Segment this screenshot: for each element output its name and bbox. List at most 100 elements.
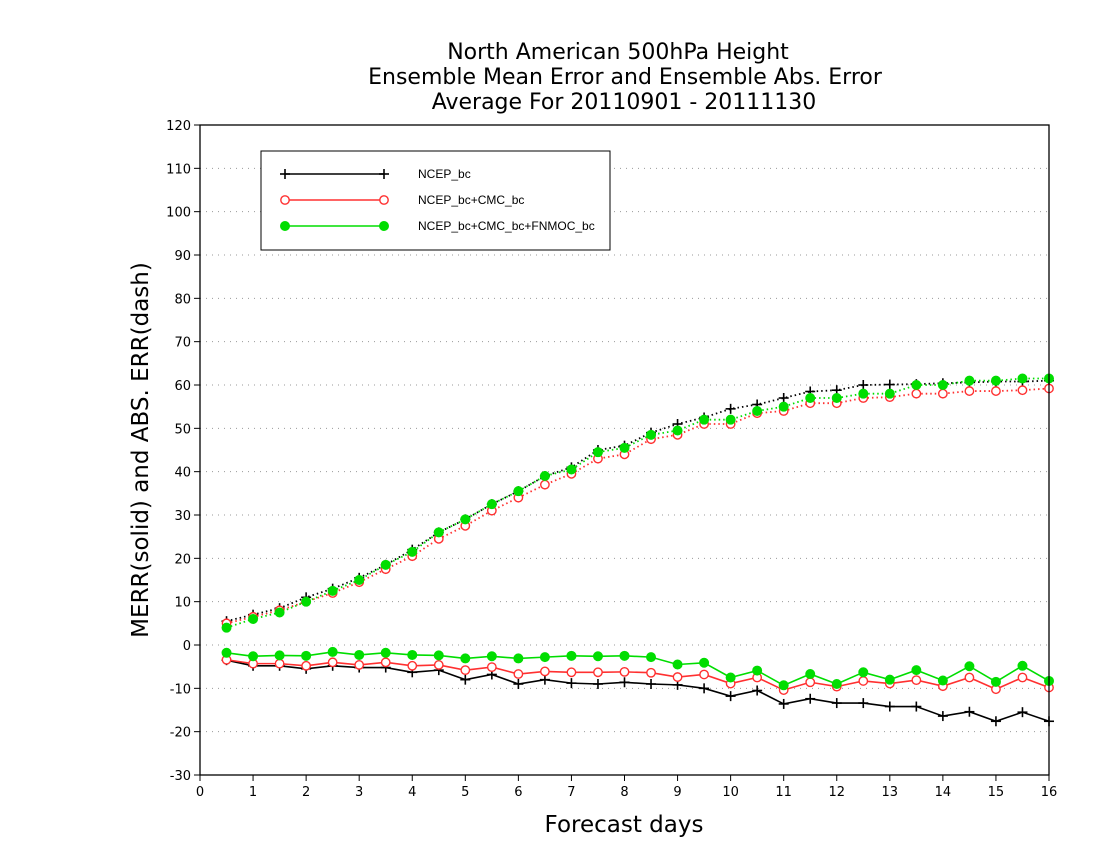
y-axis-title: MERR(solid) and ABS. ERR(dash): [128, 262, 154, 638]
series-line-ncep-bc-merr: [226, 659, 1050, 723]
data-point-ncep-bc-cmc-bc-fnmoc-bc-merr: [805, 669, 816, 680]
data-point-ncep-bc-cmc-bc-fnmoc-bc-merr: [858, 667, 869, 678]
y-tick-label: -10: [170, 682, 191, 697]
data-point-ncep-bc-cmc-bc-merr: [274, 658, 285, 669]
data-point-ncep-bc-merr: [1017, 707, 1028, 718]
data-point-ncep-bc-cmc-bc-fnmoc-bc-abs-err: [380, 559, 391, 570]
data-point-ncep-bc-cmc-bc-fnmoc-bc-abs-err: [619, 442, 630, 453]
data-point-ncep-bc-merr: [592, 679, 603, 689]
series-line-ncep-bc-abs-err: [226, 379, 1050, 623]
data-point-ncep-bc-cmc-bc-fnmoc-bc-abs-err: [805, 393, 816, 403]
data-point-ncep-bc-cmc-bc-fnmoc-bc-abs-err: [354, 575, 365, 585]
legend-item-ncep-bc: NCEP_bc: [280, 167, 471, 181]
data-point-ncep-bc-cmc-bc-fnmoc-bc-abs-err: [460, 514, 471, 525]
data-point-ncep-bc-cmc-bc-fnmoc-bc-abs-err: [248, 614, 259, 624]
data-point-ncep-bc-merr: [937, 711, 948, 722]
data-point-ncep-bc-merr: [460, 674, 471, 685]
y-tick-label: 110: [166, 162, 191, 177]
data-point-ncep-bc-cmc-bc-fnmoc-bc-abs-err: [911, 380, 922, 390]
data-point-ncep-bc-cmc-bc-fnmoc-bc-merr: [221, 647, 232, 658]
x-tick-label: 5: [461, 785, 469, 800]
data-point-ncep-bc-cmc-bc-fnmoc-bc-abs-err: [433, 527, 444, 538]
data-point-ncep-bc-merr: [964, 706, 975, 717]
data-point-ncep-bc-cmc-bc-fnmoc-bc-merr: [619, 650, 630, 661]
x-tick-label: 10: [722, 785, 739, 800]
data-point-ncep-bc-merr: [752, 685, 763, 696]
x-tick-label: 0: [196, 785, 204, 800]
data-point-ncep-bc-cmc-bc-merr: [858, 676, 869, 686]
data-point-ncep-bc-cmc-bc-merr: [540, 666, 550, 677]
chart-title-line-2: Ensemble Mean Error and Ensemble Abs. Er…: [368, 65, 883, 90]
x-tick-label: 7: [567, 785, 575, 800]
data-point-ncep-bc-cmc-bc-fnmoc-bc-abs-err: [778, 401, 789, 412]
y-tick-label: 60: [174, 379, 191, 394]
series-line-ncep-bc-cmc-bc-fnmoc-bc-abs-err: [226, 377, 1049, 629]
data-point-ncep-bc-cmc-bc-fnmoc-bc-abs-err: [937, 380, 948, 390]
data-point-ncep-bc-cmc-bc-merr: [486, 662, 497, 672]
y-tick-label: 90: [174, 249, 191, 264]
data-point-ncep-bc-cmc-bc-fnmoc-bc-merr: [460, 653, 471, 664]
data-point-ncep-bc-cmc-bc-fnmoc-bc-merr: [831, 679, 842, 689]
chart-title-line-1: North American 500hPa Height: [447, 40, 789, 65]
series-line-ncep-bc-cmc-bc-fnmoc-bc-merr: [226, 651, 1050, 687]
legend-label: NCEP_bc+CMC_bc: [418, 193, 524, 207]
y-tick-label: 20: [174, 552, 191, 567]
data-point-ncep-bc-cmc-bc-fnmoc-bc-abs-err: [1017, 373, 1028, 384]
data-point-ncep-bc-cmc-bc-fnmoc-bc-abs-err: [486, 499, 497, 510]
data-point-ncep-bc-merr: [619, 677, 630, 688]
data-point-ncep-bc-cmc-bc-fnmoc-bc-abs-err: [274, 607, 285, 618]
data-point-ncep-bc-merr: [884, 701, 895, 712]
data-point-ncep-bc-cmc-bc-merr: [1017, 672, 1028, 683]
x-tick-label: 3: [355, 785, 363, 800]
chart-title-line-3: Average For 20110901 - 20111130: [432, 90, 817, 115]
data-point-ncep-bc-merr: [911, 701, 922, 712]
data-point-ncep-bc-cmc-bc-fnmoc-bc-abs-err: [725, 414, 736, 425]
y-tick-label: 10: [174, 596, 191, 611]
x-tick-label: 12: [828, 785, 845, 800]
data-point-ncep-bc-merr: [699, 683, 710, 694]
series-line-ncep-bc-cmc-bc-merr: [226, 658, 1050, 691]
data-point-ncep-bc-cmc-bc-fnmoc-bc-merr: [354, 649, 365, 660]
y-tick-label: -30: [170, 769, 191, 784]
data-point-ncep-bc-cmc-bc-fnmoc-bc-abs-err: [566, 464, 577, 475]
legend-item-ncep-bc-cmc-bc: NCEP_bc+CMC_bc: [280, 193, 524, 207]
x-axis-title: Forecast days: [545, 812, 704, 838]
data-point-ncep-bc-cmc-bc-abs-err: [964, 386, 975, 396]
x-tick-label: 9: [673, 785, 681, 800]
data-point-ncep-bc-cmc-bc-fnmoc-bc-abs-err: [699, 414, 710, 425]
x-tick-label: 2: [302, 785, 310, 800]
data-point-ncep-bc-cmc-bc-merr: [433, 660, 444, 670]
data-point-ncep-bc-merr: [566, 678, 577, 689]
data-point-ncep-bc-cmc-bc-fnmoc-bc-merr: [539, 652, 550, 663]
legend-marker: [379, 169, 389, 179]
series-layer: [221, 373, 1054, 727]
data-point-ncep-bc-cmc-bc-fnmoc-bc-merr: [884, 674, 895, 685]
data-point-ncep-bc-cmc-bc-merr: [646, 667, 656, 678]
data-point-ncep-bc-cmc-bc-abs-err: [991, 386, 1001, 396]
data-point-ncep-bc-cmc-bc-fnmoc-bc-merr: [1017, 660, 1028, 671]
data-point-ncep-bc-cmc-bc-merr: [805, 677, 816, 688]
data-point-ncep-bc-merr: [539, 674, 550, 685]
data-point-ncep-bc-cmc-bc-fnmoc-bc-merr: [566, 650, 577, 661]
data-point-ncep-bc-abs-err: [725, 403, 736, 414]
x-tick-label: 14: [935, 785, 952, 800]
data-point-ncep-bc-cmc-bc-merr: [566, 667, 577, 678]
legend-marker: [379, 221, 389, 231]
data-point-ncep-bc-cmc-bc-merr: [460, 665, 471, 676]
x-tick-label: 4: [408, 785, 416, 800]
data-point-ncep-bc-cmc-bc-fnmoc-bc-merr: [964, 661, 975, 672]
legend-item-ncep-bc-cmc-bc-fnmoc-bc: NCEP_bc+CMC_bc+FNMOC_bc: [280, 219, 595, 233]
x-tick-label: 6: [514, 785, 522, 800]
data-point-ncep-bc-cmc-bc-merr: [619, 666, 630, 677]
legend-label: NCEP_bc+CMC_bc+FNMOC_bc: [418, 219, 595, 233]
x-tick-label: 11: [775, 785, 792, 800]
data-point-ncep-bc-cmc-bc-fnmoc-bc-abs-err: [592, 447, 603, 458]
data-point-ncep-bc-cmc-bc-fnmoc-bc-merr: [380, 647, 391, 658]
legend-marker: [280, 195, 290, 205]
data-point-ncep-bc-cmc-bc-fnmoc-bc-merr: [327, 646, 338, 657]
data-point-ncep-bc-cmc-bc-fnmoc-bc-merr: [725, 672, 736, 683]
y-tick-label: 70: [174, 336, 191, 351]
data-point-ncep-bc-cmc-bc-merr: [699, 669, 709, 680]
data-point-ncep-bc-cmc-bc-fnmoc-bc-merr: [937, 675, 948, 686]
